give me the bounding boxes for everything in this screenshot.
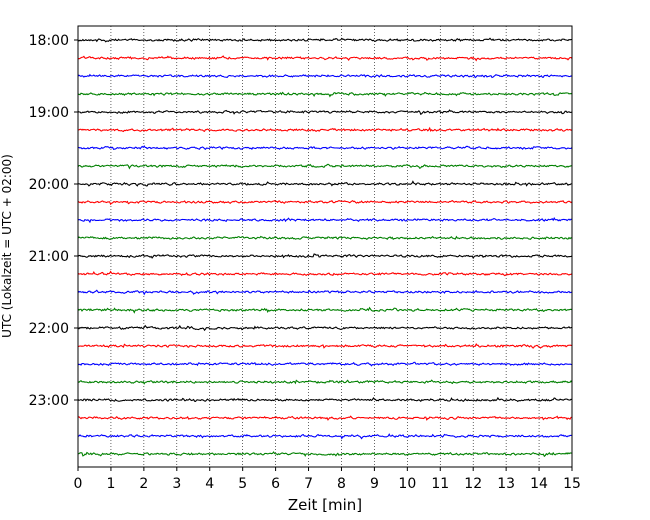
x-tick-label: 15 xyxy=(563,476,581,492)
x-tick-label: 7 xyxy=(304,476,313,492)
x-tick-label: 9 xyxy=(370,476,379,492)
y-tick-label: 19:00 xyxy=(29,105,69,121)
trace-line xyxy=(77,235,573,241)
trace-group xyxy=(77,37,573,458)
trace-line xyxy=(77,379,573,385)
trace-line xyxy=(77,73,573,79)
x-tick-label: 13 xyxy=(497,476,515,492)
trace-line xyxy=(77,126,573,133)
y-tick-label: 18:00 xyxy=(29,33,69,49)
trace-line xyxy=(77,396,573,403)
x-tick-label: 4 xyxy=(205,476,214,492)
trace-line xyxy=(77,163,573,170)
x-tick-label: 12 xyxy=(464,476,482,492)
trace-line xyxy=(77,289,573,296)
trace-line xyxy=(77,55,573,62)
x-axis-ticks: 0 1 2 3 4 5 6 7 8 9 10 11 12 13 14 15 xyxy=(74,467,581,492)
plot-frame xyxy=(77,25,573,468)
x-tick-label: 14 xyxy=(530,476,548,492)
trace-line xyxy=(77,361,573,367)
x-tick-label: 3 xyxy=(172,476,181,492)
y-axis-ticks: 18:00 19:00 20:00 21:00 22:00 23:00 xyxy=(29,33,78,409)
trace-line xyxy=(77,199,573,206)
trace-line xyxy=(77,324,573,332)
x-tick-label: 11 xyxy=(431,476,449,492)
trace-line xyxy=(77,451,573,458)
y-tick-label: 23:00 xyxy=(29,393,69,409)
y-tick-label: 21:00 xyxy=(29,249,69,265)
trace-line xyxy=(77,343,573,349)
trace-line xyxy=(77,109,573,116)
x-tick-label: 0 xyxy=(74,476,83,492)
trace-line xyxy=(77,145,573,151)
trace-line xyxy=(77,306,573,314)
trace-line xyxy=(77,270,573,277)
x-tick-label: 1 xyxy=(106,476,115,492)
trace-line xyxy=(77,433,573,440)
trace-line xyxy=(77,415,573,421)
trace-line xyxy=(77,91,573,98)
x-tick-label: 2 xyxy=(139,476,148,492)
x-tick-label: 6 xyxy=(271,476,280,492)
x-axis-label: Zeit [min] xyxy=(288,496,362,514)
x-tick-label: 10 xyxy=(398,476,416,492)
trace-line xyxy=(77,253,573,260)
y-tick-label: 20:00 xyxy=(29,177,69,193)
trace-line xyxy=(77,180,573,187)
trace-line xyxy=(77,37,573,43)
trace-line xyxy=(77,217,573,224)
x-tick-label: 8 xyxy=(337,476,346,492)
y-axis-label: UTC (Lokalzeit = UTC + 02:00) xyxy=(0,154,14,338)
y-tick-label: 22:00 xyxy=(29,321,69,337)
x-tick-label: 5 xyxy=(238,476,247,492)
